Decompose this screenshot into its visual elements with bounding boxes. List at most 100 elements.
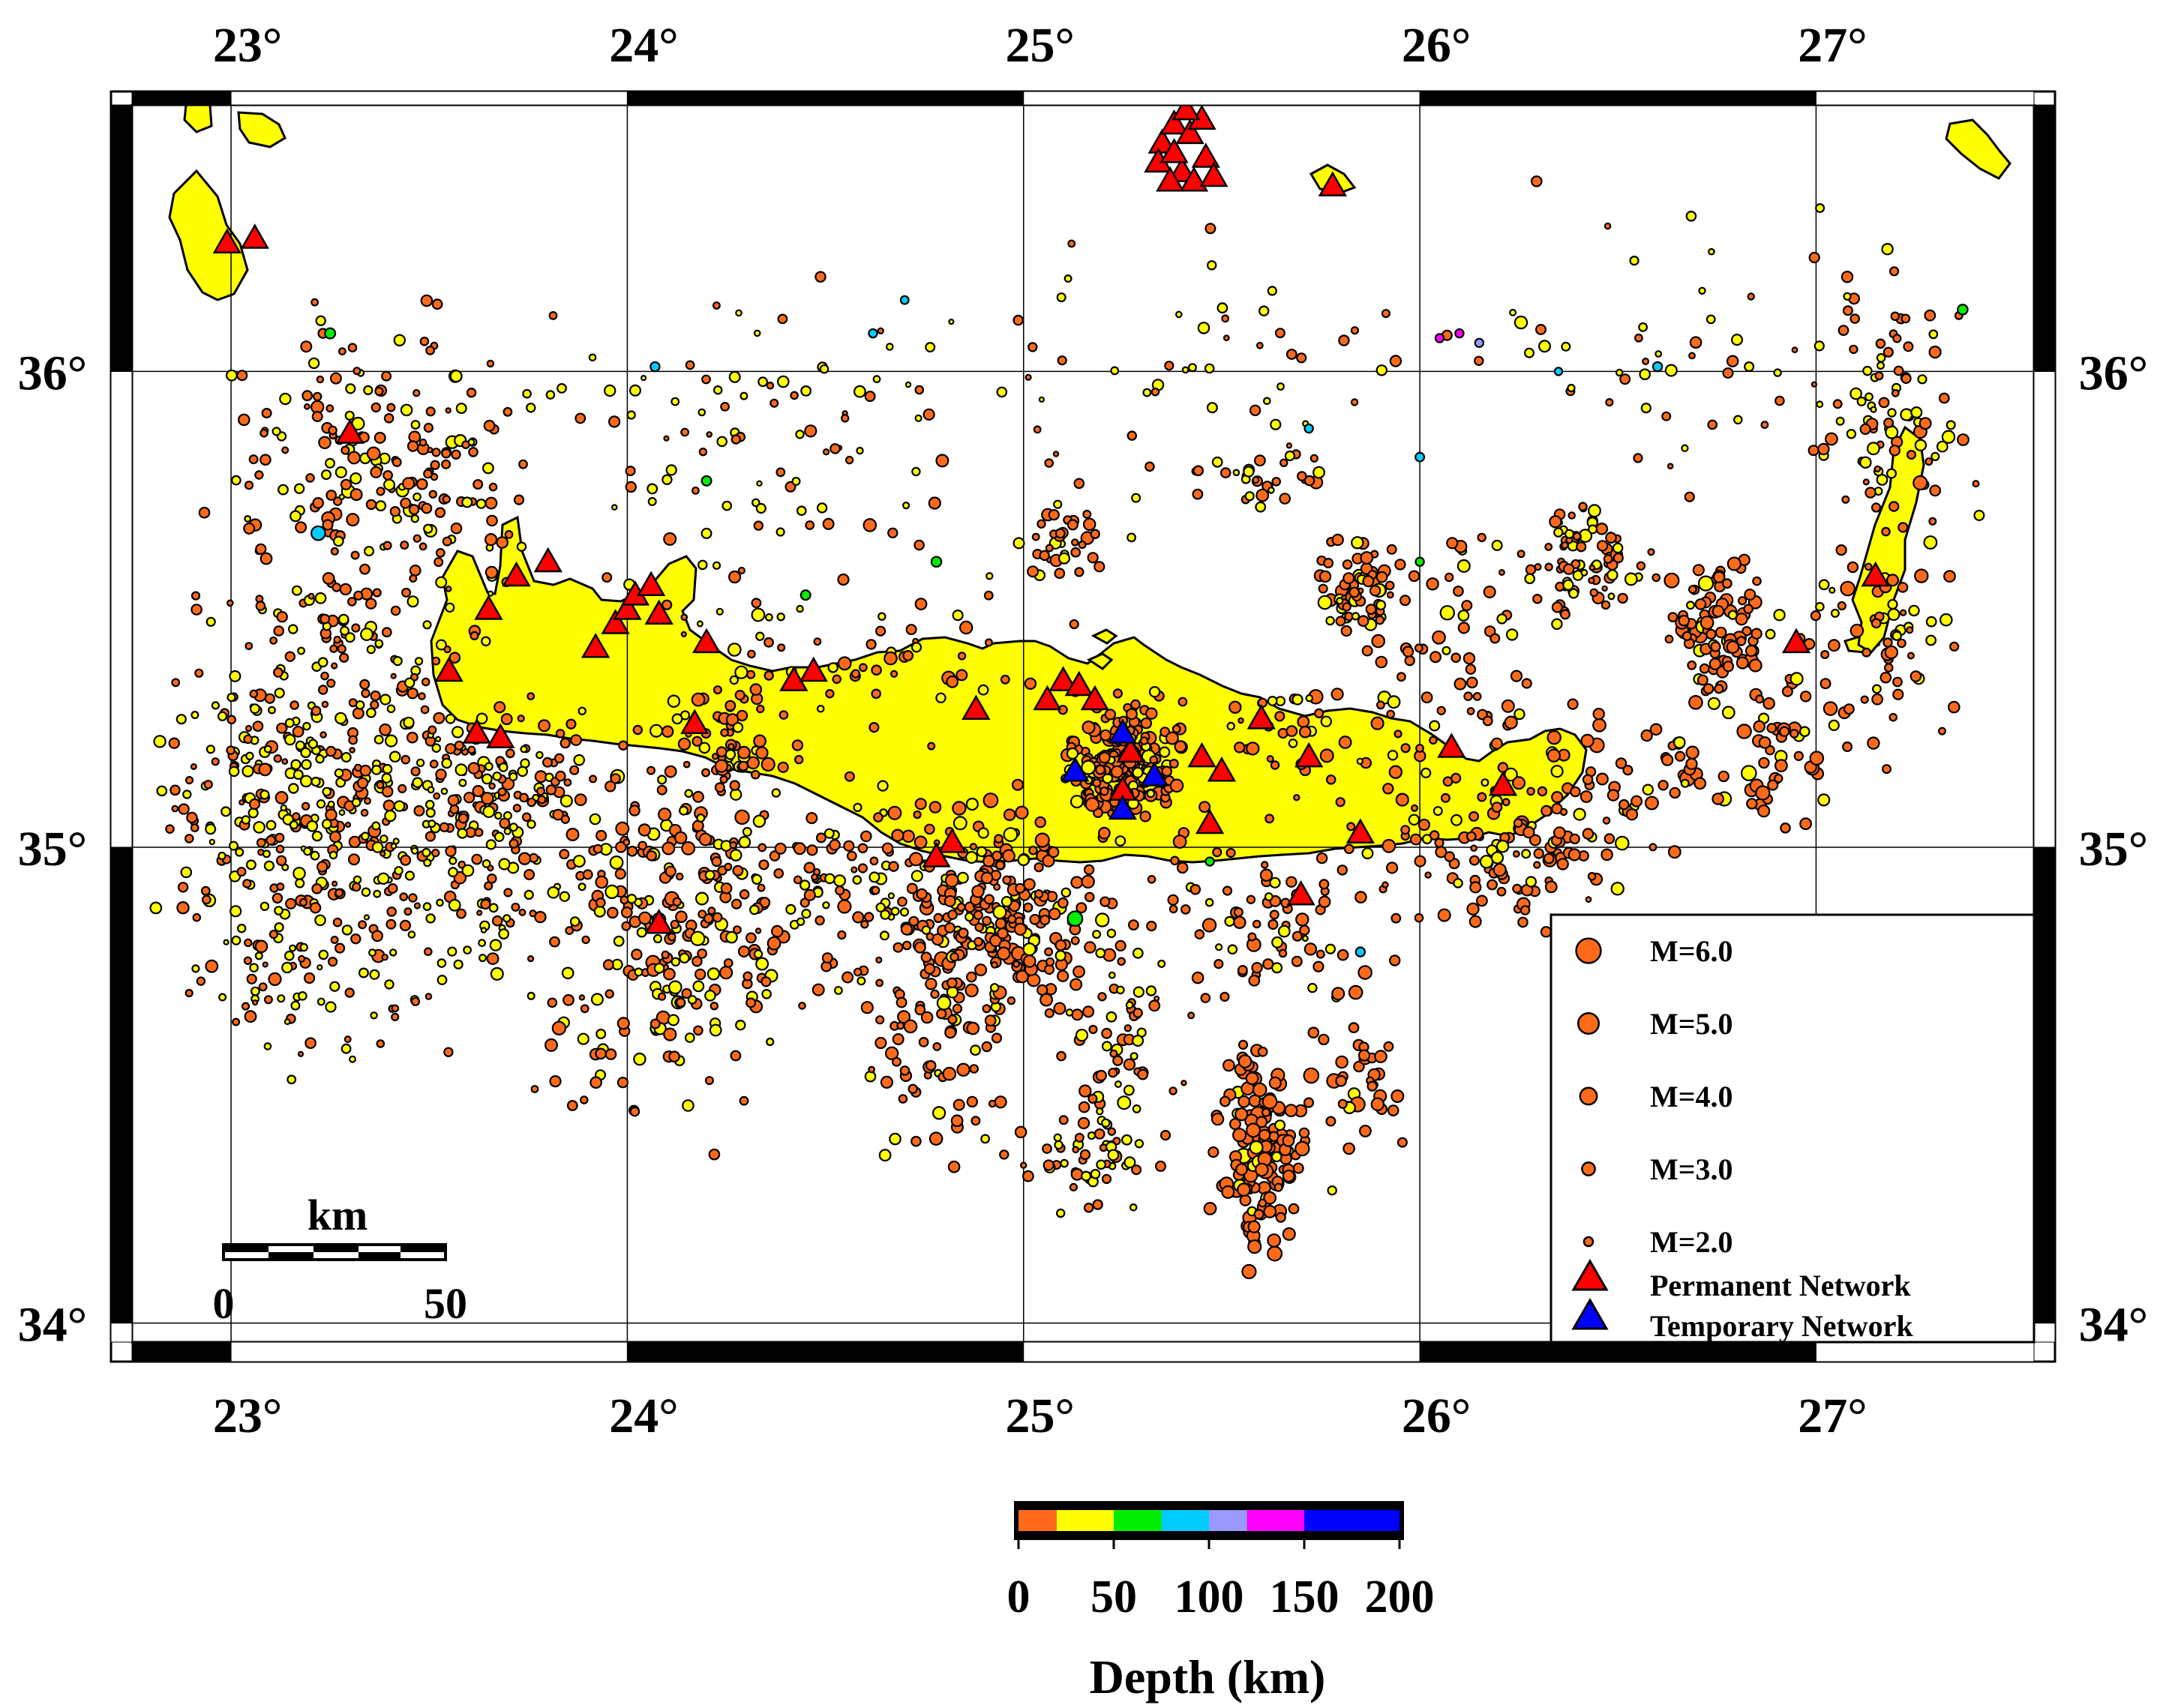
earthquake-event — [268, 972, 282, 987]
earthquake-event — [1414, 855, 1426, 867]
permanent-station — [1160, 109, 1189, 135]
earthquake-event — [1336, 864, 1348, 876]
earthquake-event — [348, 853, 361, 866]
earthquake-event — [456, 908, 466, 919]
earthquake-event — [1876, 361, 1886, 370]
earthquake-event — [1034, 888, 1044, 899]
earthquake-event — [513, 494, 525, 505]
earthquake-event — [441, 459, 452, 469]
earthquake-event — [344, 410, 355, 421]
earthquake-event — [727, 643, 742, 657]
earthquake-event — [208, 838, 215, 846]
earthquake-event — [646, 766, 656, 775]
earthquake-event — [944, 921, 956, 933]
earthquake-event — [892, 942, 904, 953]
earthquake-event — [406, 595, 419, 608]
earthquake-event — [305, 473, 315, 483]
earthquake-event — [1418, 818, 1431, 832]
earthquake-event — [1268, 918, 1279, 930]
earthquake-event — [461, 440, 470, 449]
earthquake-event — [361, 688, 370, 698]
earthquake-event — [334, 888, 344, 897]
earthquake-event — [1058, 552, 1070, 565]
earthquake-event — [297, 1050, 304, 1057]
earthquake-event — [936, 995, 952, 1011]
earthquake-event — [371, 821, 381, 831]
earthquake-event — [410, 766, 421, 777]
earthquake-event — [1394, 559, 1406, 571]
earthquake-event — [365, 598, 377, 610]
earthquake-event — [1101, 1027, 1112, 1039]
earthquake-event — [1288, 739, 1298, 748]
earthquake-event — [1284, 450, 1296, 462]
earthquake-event — [1054, 528, 1066, 539]
permanent-station — [502, 561, 531, 587]
earthquake-event — [667, 694, 681, 708]
earthquake-event — [1160, 1129, 1172, 1141]
earthquake-event — [646, 483, 658, 495]
earthquake-event — [191, 964, 200, 973]
earthquake-event — [1073, 478, 1085, 490]
earthquake-event — [769, 850, 781, 861]
earthquake-event — [766, 381, 775, 390]
permanent-station — [922, 842, 951, 867]
earthquake-event — [778, 710, 789, 720]
earthquake-event — [347, 451, 362, 465]
frame-bar-left — [110, 847, 133, 1324]
earthquake-event — [723, 958, 734, 968]
earthquake-event — [231, 935, 242, 945]
earthquake-event — [922, 408, 935, 421]
earthquake-event — [433, 792, 441, 800]
earthquake-event — [910, 642, 922, 653]
earthquake-event — [891, 1056, 902, 1067]
earthquake-event — [1748, 658, 1762, 673]
earthquake-event — [1139, 811, 1151, 823]
earthquake-event — [241, 815, 250, 825]
earthquake-event — [292, 769, 304, 781]
earthquake-event — [508, 823, 518, 832]
permanent-station — [212, 228, 242, 254]
earthquake-event — [1601, 585, 1608, 592]
earthquake-event — [391, 1004, 400, 1013]
earthquake-event — [1387, 1104, 1400, 1116]
earthquake-event — [431, 448, 441, 457]
earthquake-event — [1348, 1022, 1360, 1034]
earthquake-event — [442, 495, 452, 504]
earthquake-event — [526, 797, 536, 808]
earthquake-event — [698, 742, 711, 754]
earthquake-event — [1015, 882, 1026, 894]
permanent-station — [462, 718, 491, 744]
earthquake-event — [1767, 779, 1779, 791]
earthquake-event — [701, 374, 711, 385]
earthquake-event — [680, 427, 689, 437]
earthquake-event — [425, 346, 435, 355]
earthquake-event — [559, 891, 571, 902]
earthquake-event — [1429, 651, 1442, 664]
earthquake-event — [242, 765, 254, 778]
earthquake-event — [1817, 793, 1831, 807]
earthquake-event — [1081, 760, 1096, 775]
earthquake-event — [1029, 913, 1041, 925]
earthquake-event — [716, 607, 724, 616]
earthquake-event — [321, 469, 332, 481]
earthquake-event — [1376, 571, 1388, 583]
earthquake-event — [1408, 570, 1420, 583]
earthquake-event — [374, 734, 384, 745]
earthquake-event — [1572, 532, 1582, 541]
earthquake-event — [1267, 286, 1277, 296]
earthquake-event — [753, 734, 766, 748]
earthquake-event — [332, 880, 338, 887]
earthquake-event — [524, 889, 534, 900]
scale-bar-seg-1 — [224, 1245, 268, 1252]
earthquake-event — [771, 924, 784, 938]
earthquake-event — [1535, 324, 1547, 336]
earthquake-event — [902, 940, 912, 951]
earthquake-event — [1023, 878, 1036, 891]
earthquake-event — [852, 875, 862, 885]
earthquake-event — [653, 963, 665, 974]
earthquake-event — [1793, 751, 1804, 762]
earthquake-event — [1241, 1263, 1257, 1280]
earthquake-event — [983, 894, 995, 905]
earthquake-event — [649, 724, 663, 738]
earthquake-event — [1474, 355, 1484, 366]
